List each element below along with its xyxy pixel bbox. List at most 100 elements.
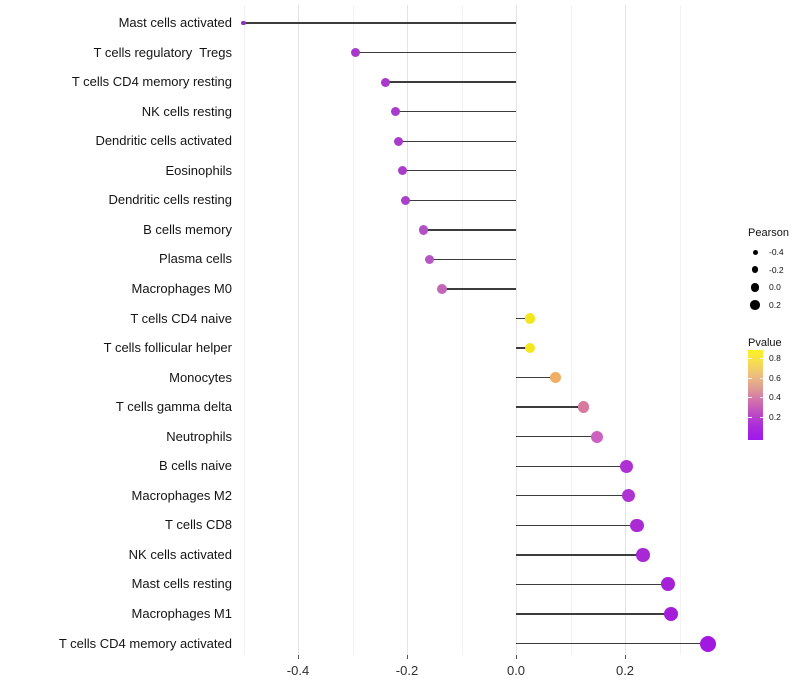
legend-size-label: -0.2 xyxy=(769,264,784,275)
grid-line-major xyxy=(298,5,299,655)
lollipop-dot xyxy=(418,225,429,235)
grid-line-major xyxy=(625,5,626,655)
lollipop-stem xyxy=(516,524,637,527)
x-axis-tick xyxy=(407,655,408,659)
lollipop-dot xyxy=(393,136,403,146)
lollipop-stem xyxy=(516,583,669,586)
y-axis-label: Dendritic cells activated xyxy=(95,133,232,149)
lollipop-dot xyxy=(590,430,603,443)
y-axis-label: Eosinophils xyxy=(165,162,233,178)
grid-line-minor xyxy=(461,5,463,655)
y-axis-label: Plasma cells xyxy=(159,251,232,267)
y-axis-label: NK cells resting xyxy=(141,103,232,119)
lollipop-dot xyxy=(398,166,408,176)
lollipop-stem xyxy=(516,317,531,320)
lollipop-dot xyxy=(663,607,678,621)
lollipop-stem xyxy=(395,110,516,113)
legend-size-label: 0.0 xyxy=(769,282,781,293)
legend-size-dot xyxy=(752,249,758,255)
x-axis-tick-label: 0.0 xyxy=(506,663,526,678)
legend-size-dot xyxy=(750,300,760,310)
y-axis-label: T cells gamma delta xyxy=(115,399,232,415)
lollipop-stem xyxy=(402,170,516,172)
lollipop-stem xyxy=(516,613,671,615)
lollipop-dot xyxy=(621,489,635,503)
colorbar-tick-label: 0.8 xyxy=(769,352,781,363)
grid-line-major xyxy=(516,5,517,655)
x-axis-tick xyxy=(625,655,626,659)
colorbar-tick-left xyxy=(748,397,752,399)
y-axis-label: Monocytes xyxy=(169,369,232,385)
lollipop-dot xyxy=(661,577,676,592)
lollipop-dot xyxy=(400,195,410,205)
lollipop-stem xyxy=(516,465,627,467)
grid-line-minor xyxy=(570,5,572,655)
lollipop-stem xyxy=(516,642,709,645)
y-axis-label: B cells naive xyxy=(159,458,232,474)
lollipop-stem xyxy=(516,495,629,497)
y-axis-label: Macrophages M2 xyxy=(131,487,232,503)
colorbar-tick-right xyxy=(759,377,763,379)
lollipop-stem xyxy=(516,436,597,438)
legend-size-label: -0.4 xyxy=(769,247,784,257)
grid-line-minor xyxy=(679,5,681,655)
x-axis-tick xyxy=(298,655,299,659)
lollipop-dot xyxy=(424,254,435,265)
legend-size-dot xyxy=(750,283,760,292)
grid-line-minor xyxy=(352,5,354,655)
legend-pvalue-title: Pvalue xyxy=(748,337,782,349)
legend-pearson-title: Pearson xyxy=(748,227,789,239)
lollipop-stem xyxy=(516,554,643,556)
lollipop-stem xyxy=(355,51,516,54)
lollipop-stem xyxy=(405,199,516,201)
colorbar-tick-left xyxy=(748,357,752,359)
legend-size-dot xyxy=(751,266,759,274)
lollipop-stem xyxy=(423,229,516,231)
lollipop-stem xyxy=(441,288,516,290)
colorbar-tick-right xyxy=(759,397,763,399)
lollipop-stem xyxy=(516,406,584,408)
lollipop-dot xyxy=(577,401,590,413)
lollipop-dot xyxy=(380,77,390,87)
y-axis-label: Mast cells activated xyxy=(118,15,232,30)
y-axis-label: Macrophages M1 xyxy=(131,606,232,621)
lollipop-dot xyxy=(630,518,644,532)
legend-size-label: 0.2 xyxy=(769,300,781,311)
x-axis-tick-label: -0.4 xyxy=(286,663,310,678)
pvalue-colorbar xyxy=(748,350,763,440)
lollipop-stem xyxy=(398,140,516,142)
lollipop-dot xyxy=(524,342,536,354)
y-axis-label: T cells CD4 memory activated xyxy=(58,635,232,651)
colorbar-tick-label: 0.6 xyxy=(769,372,781,383)
y-axis-label: NK cells activated xyxy=(128,546,232,562)
y-axis-label: T cells regulatory Tregs xyxy=(93,44,232,60)
lollipop-dot xyxy=(436,283,447,294)
lollipop-dot xyxy=(636,548,650,562)
colorbar-tick-left xyxy=(748,417,752,419)
lollipop-dot xyxy=(391,107,401,117)
y-axis-label: T cells follicular helper xyxy=(103,340,232,356)
y-axis-label: T cells CD4 naive xyxy=(130,310,232,326)
lollipop-dot xyxy=(524,313,536,324)
colorbar-tick-right xyxy=(759,417,763,419)
lollipop-dot xyxy=(550,372,562,384)
y-axis-label: B cells memory xyxy=(143,221,232,237)
colorbar-tick-label: 0.2 xyxy=(769,412,781,423)
lollipop-stem xyxy=(385,81,516,83)
lollipop-dot xyxy=(700,635,717,652)
lollipop-dot xyxy=(241,20,246,26)
y-axis-label: T cells CD8 xyxy=(165,517,232,533)
lollipop-dot xyxy=(620,459,634,473)
grid-line-major xyxy=(407,5,408,655)
grid-line-minor xyxy=(243,5,245,655)
lollipop-stem xyxy=(243,22,516,24)
y-axis-label: Neutrophils xyxy=(166,428,232,444)
y-axis-label: Macrophages M0 xyxy=(131,280,232,296)
lollipop-stem xyxy=(429,258,516,261)
y-axis-label: Dendritic cells resting xyxy=(108,192,232,208)
lollipop-stem xyxy=(516,376,556,379)
lollipop-stem xyxy=(516,347,531,349)
colorbar-tick-right xyxy=(759,357,763,359)
y-axis-label: T cells CD4 memory resting xyxy=(71,74,232,90)
